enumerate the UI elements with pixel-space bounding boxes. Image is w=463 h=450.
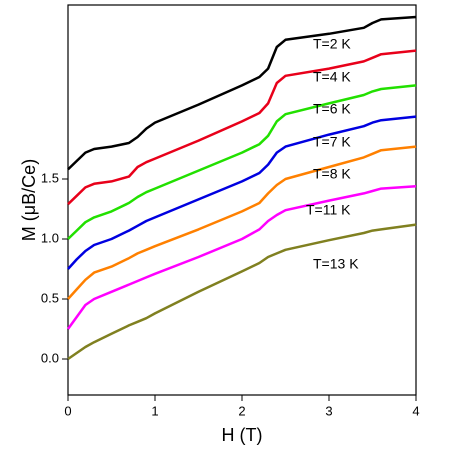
y-tick-label: 0.0 <box>41 350 59 365</box>
series-line <box>67 223 417 361</box>
y-tick-label: 1.0 <box>41 230 59 245</box>
series-label: T=13 K <box>313 256 359 272</box>
series-label: T=2 K <box>313 36 351 52</box>
plot-frame <box>67 4 417 396</box>
x-tick-label: 4 <box>412 403 419 418</box>
x-tick-label: 0 <box>64 403 71 418</box>
series-label: T=11 K <box>306 202 351 218</box>
x-axis-label: H (T) <box>222 425 263 445</box>
y-axis-label: M (μB/Ce) <box>19 159 39 241</box>
series-line <box>67 49 417 206</box>
series-line <box>67 115 417 270</box>
series-label: T=7 K <box>313 134 351 150</box>
series-line <box>66 184 417 330</box>
series-label: T=4 K <box>313 69 351 85</box>
series-label: T=6 K <box>313 101 351 117</box>
series-line <box>67 84 417 240</box>
series-line <box>67 145 417 300</box>
y-tick-label: 0.5 <box>41 290 59 305</box>
x-tick-label: 3 <box>325 403 332 418</box>
series-label: T=8 K <box>313 166 351 182</box>
x-tick-label: 1 <box>151 403 158 418</box>
y-tick-label: 1.5 <box>41 170 59 185</box>
series-line <box>67 15 417 171</box>
x-tick-label: 2 <box>238 403 245 418</box>
